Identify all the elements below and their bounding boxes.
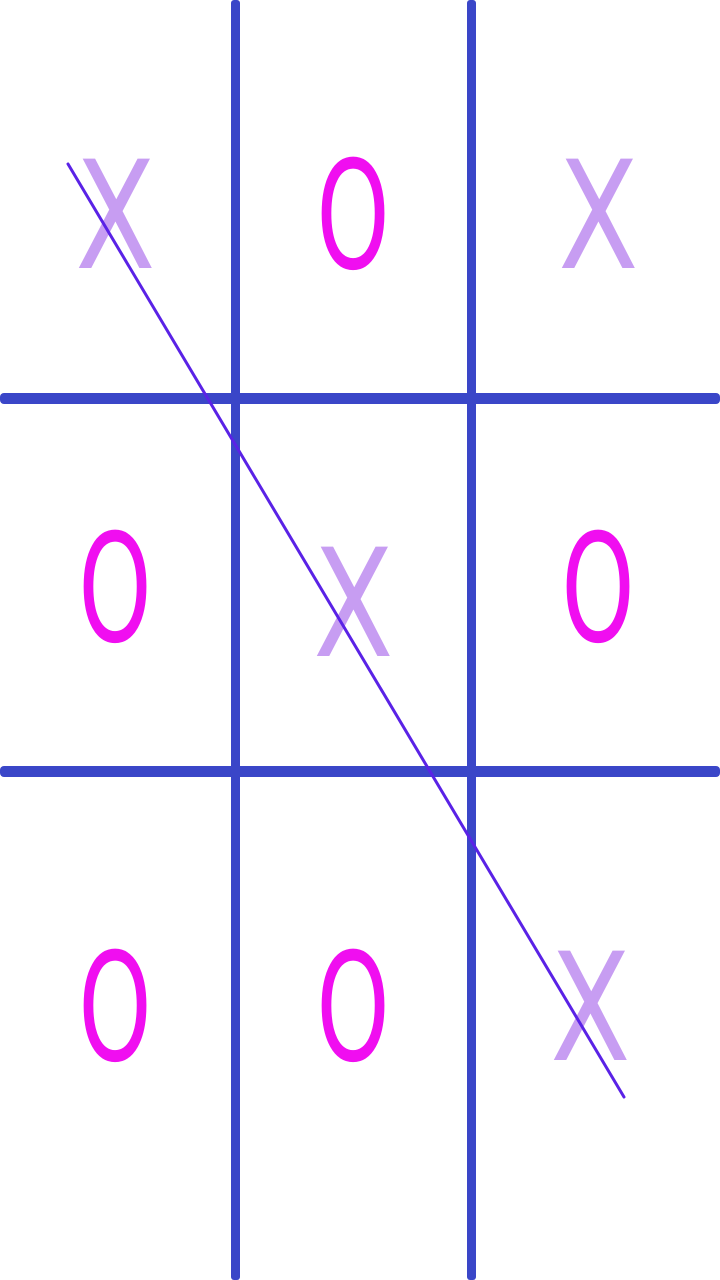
cell-r1-c3[interactable]: X bbox=[476, 0, 720, 393]
cell-mark: O bbox=[316, 921, 391, 1096]
cell-mark: X bbox=[550, 921, 631, 1096]
cell-mark: O bbox=[561, 503, 635, 677]
cell-mark: O bbox=[316, 129, 391, 304]
cell-r1-c2[interactable]: O bbox=[240, 0, 467, 393]
cell-r3-c1[interactable]: O bbox=[0, 777, 231, 1280]
cell-r3-c2[interactable]: O bbox=[240, 777, 467, 1280]
cell-r2-c1[interactable]: O bbox=[0, 404, 231, 766]
grid-line-horizontal-1 bbox=[0, 393, 720, 404]
cell-mark: O bbox=[78, 921, 153, 1096]
cell-r2-c2[interactable]: X bbox=[240, 404, 467, 766]
cell-r2-c3[interactable]: O bbox=[476, 404, 720, 766]
cell-mark: X bbox=[313, 518, 394, 692]
cell-mark: O bbox=[78, 503, 153, 677]
cell-r1-c1[interactable]: X bbox=[0, 0, 231, 393]
cell-mark: X bbox=[75, 129, 156, 304]
cell-mark: X bbox=[557, 129, 639, 304]
grid-line-vertical-2 bbox=[467, 0, 476, 1280]
grid-line-horizontal-2 bbox=[0, 766, 720, 777]
grid-line-vertical-1 bbox=[231, 0, 240, 1280]
cell-r3-c3[interactable]: X bbox=[476, 777, 720, 1280]
